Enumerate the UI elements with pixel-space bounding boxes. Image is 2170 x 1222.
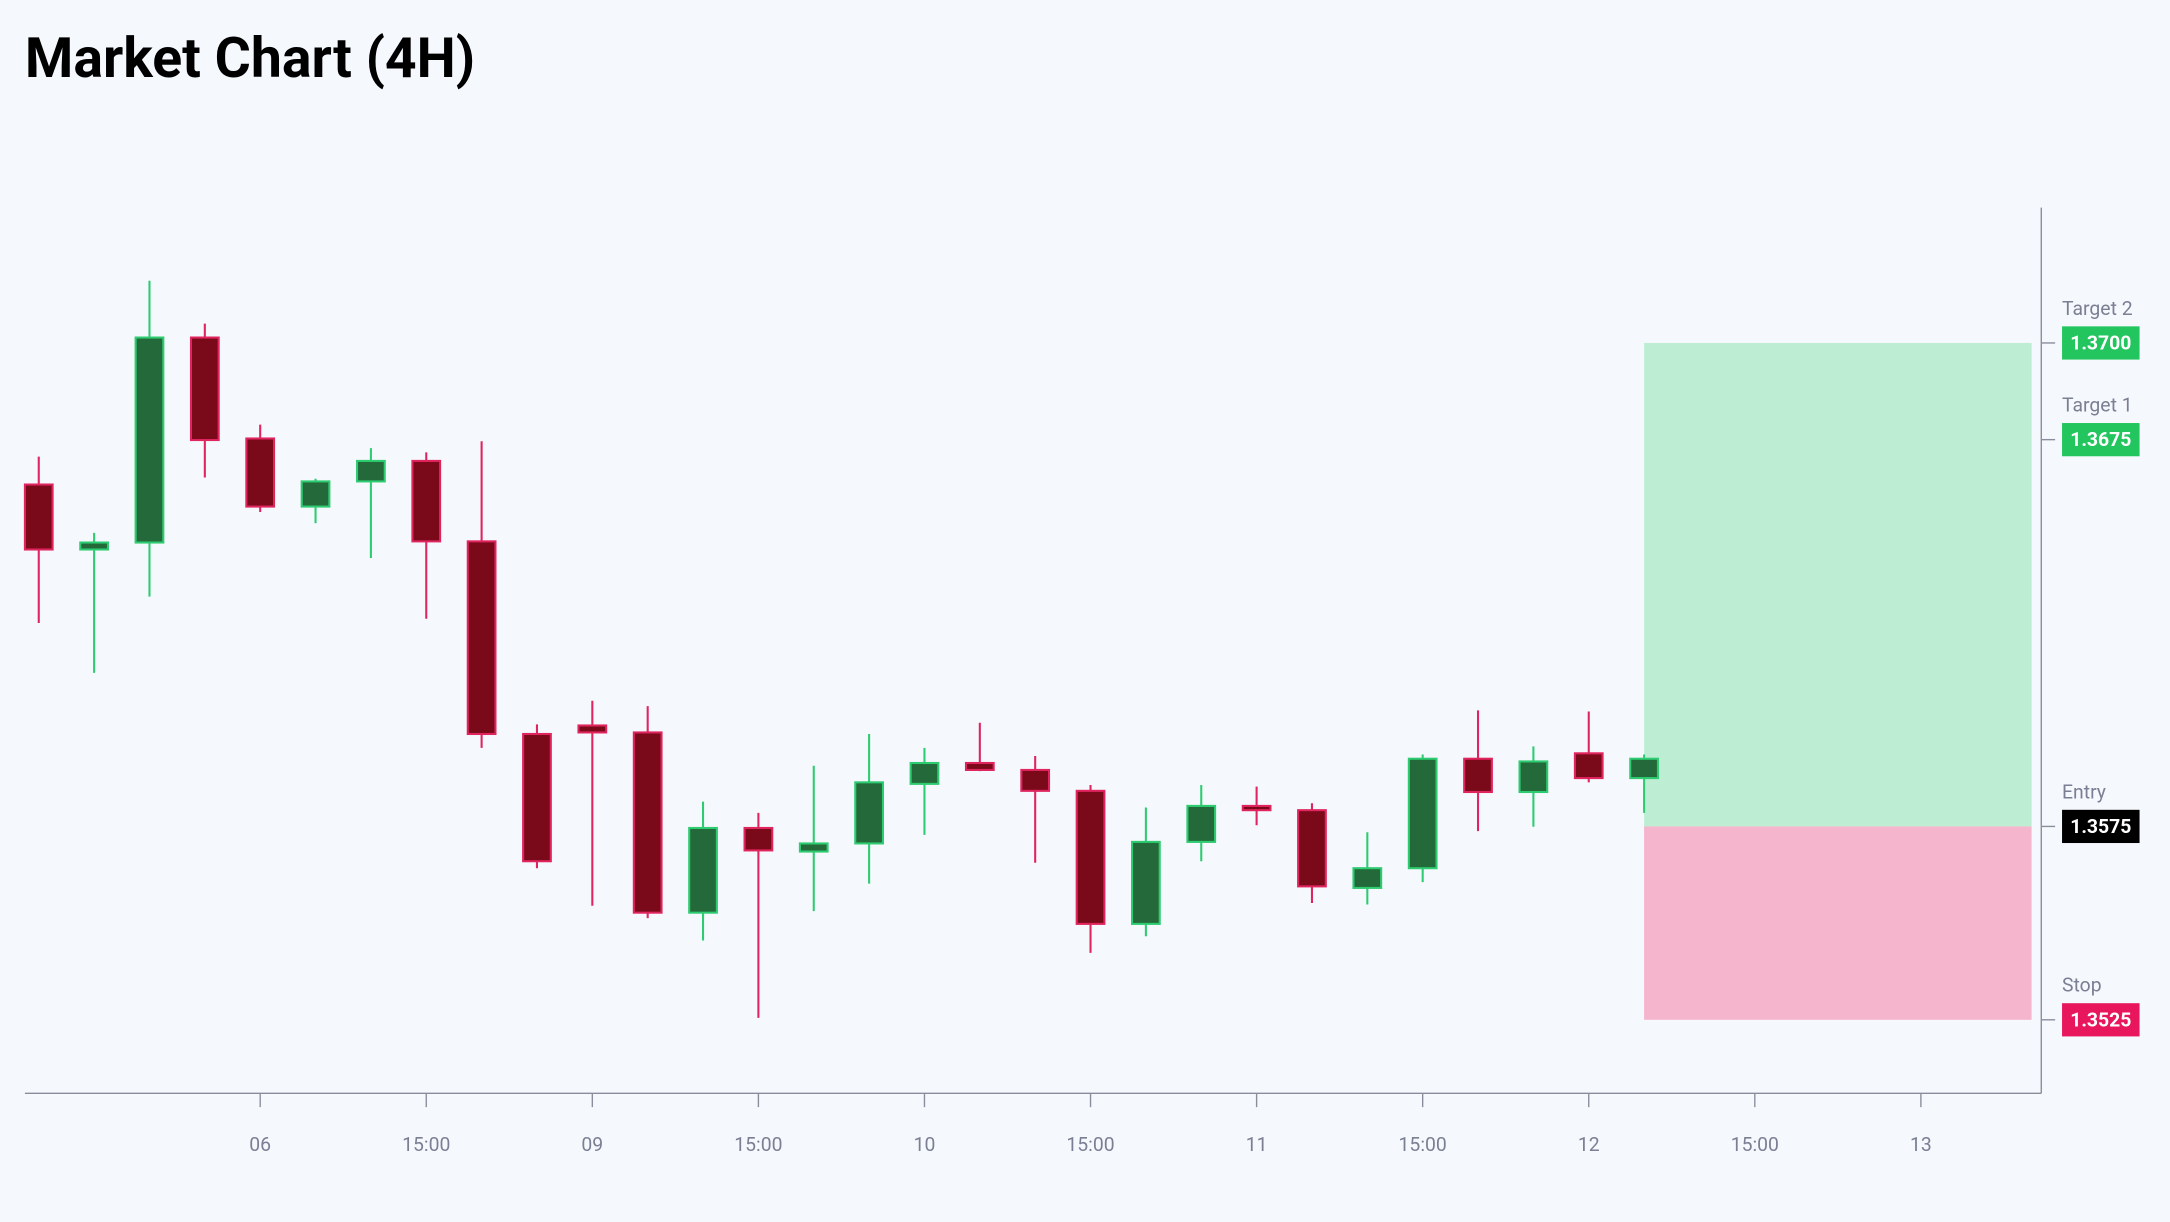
level-value: 1.3525 bbox=[2070, 1008, 2131, 1031]
level-value: 1.3675 bbox=[2070, 428, 2131, 451]
candle-body bbox=[1407, 757, 1438, 870]
x-tick-label: 15:00 bbox=[734, 1133, 782, 1156]
candle-body bbox=[411, 459, 442, 543]
level-value: 1.3700 bbox=[2070, 331, 2131, 354]
candle-body bbox=[798, 842, 829, 853]
candle-body bbox=[854, 781, 884, 845]
x-tick-label: 06 bbox=[249, 1133, 271, 1156]
candle-body bbox=[356, 459, 386, 483]
candle-body bbox=[1573, 752, 1604, 780]
candle-body bbox=[23, 483, 54, 551]
level-badge bbox=[2062, 809, 2140, 844]
candle-body bbox=[1352, 867, 1383, 889]
candle-body bbox=[964, 761, 995, 771]
level-name: Entry bbox=[2062, 780, 2106, 803]
candle-body bbox=[1186, 804, 1217, 843]
candle-body bbox=[688, 826, 718, 914]
candle-body bbox=[1463, 757, 1493, 794]
x-tick-label: 09 bbox=[581, 1133, 603, 1156]
x-tick-label: 15:00 bbox=[1731, 1133, 1779, 1156]
candle-body bbox=[1131, 840, 1161, 925]
candle-body bbox=[1075, 789, 1106, 925]
x-tick-label: 12 bbox=[1578, 1133, 1600, 1156]
candle-body bbox=[1629, 757, 1659, 780]
candle-body bbox=[466, 540, 497, 736]
level-badge bbox=[2062, 423, 2140, 457]
level-name: Target 2 bbox=[2062, 297, 2133, 320]
candle-body bbox=[577, 724, 608, 734]
level-value: 1.3575 bbox=[2070, 815, 2131, 838]
reward-zone bbox=[1644, 342, 2032, 827]
x-tick-label: 10 bbox=[914, 1133, 936, 1156]
level-badge bbox=[2062, 1003, 2140, 1037]
x-tick-label: 15:00 bbox=[1399, 1133, 1447, 1156]
level-name: Stop bbox=[2062, 974, 2102, 997]
level-name: Target 1 bbox=[2062, 394, 2133, 417]
candle-body bbox=[189, 336, 220, 442]
candle-body bbox=[300, 480, 331, 508]
x-tick-label: 15:00 bbox=[1066, 1133, 1114, 1156]
candle-body bbox=[522, 732, 552, 863]
candle-body bbox=[1297, 809, 1327, 888]
x-tick-label: 13 bbox=[1910, 1133, 1932, 1156]
chart-title: Market Chart (4H) bbox=[25, 26, 475, 91]
candle-body bbox=[1518, 760, 1549, 794]
candle-body bbox=[1020, 768, 1051, 792]
risk-zone bbox=[1644, 826, 2032, 1020]
x-tick-label: 11 bbox=[1246, 1133, 1268, 1156]
candle-body bbox=[632, 731, 663, 914]
x-tick-label: 15:00 bbox=[402, 1133, 450, 1156]
candle-body bbox=[743, 826, 774, 852]
candle-body bbox=[79, 541, 109, 551]
candle-body bbox=[909, 761, 940, 785]
candle-body bbox=[134, 336, 165, 544]
level-badge bbox=[2062, 326, 2140, 360]
candle-body bbox=[245, 437, 276, 508]
candle-body bbox=[1241, 804, 1272, 812]
